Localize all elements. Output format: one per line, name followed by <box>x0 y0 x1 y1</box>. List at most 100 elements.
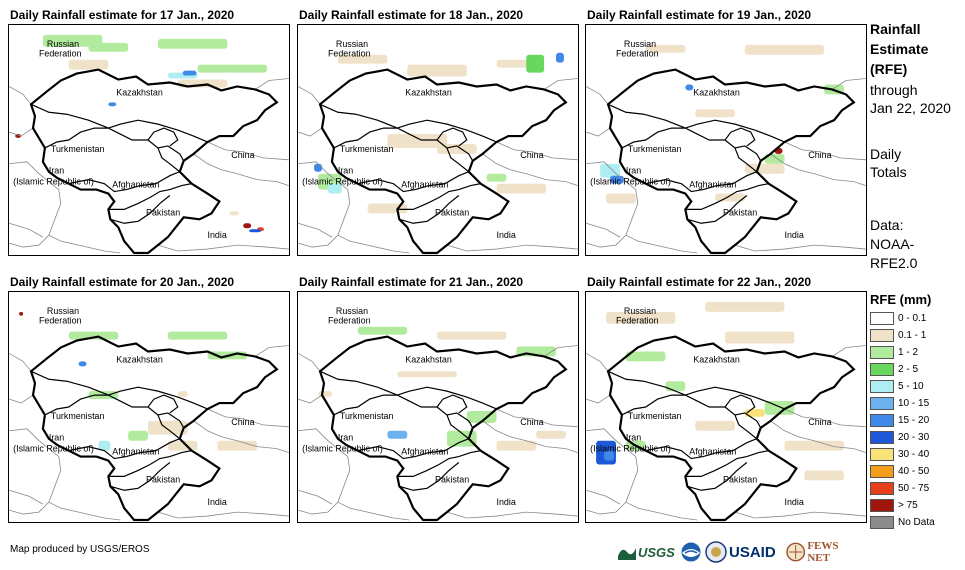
country-border <box>645 171 757 193</box>
rainfall-patch <box>98 440 111 451</box>
country-border <box>446 511 578 519</box>
legend-label: 0.1 - 1 <box>898 329 927 341</box>
country-border <box>108 386 208 410</box>
country-label-afghanistan: Afghanistan <box>401 180 448 190</box>
rainfall-map-jan17: Russian Federation Kazakhstan Turkmenistan I… <box>8 24 290 256</box>
country-border <box>397 450 481 477</box>
country-border <box>30 370 109 396</box>
country-border <box>621 394 762 429</box>
region-inner-borders <box>30 370 208 491</box>
country-label-iran_1: Iran <box>49 166 64 176</box>
country-label-china: China <box>231 150 254 160</box>
country-label-russia_1: Russian <box>624 306 656 316</box>
country-border <box>147 127 179 147</box>
country-border <box>446 244 578 252</box>
country-label-pakistan: Pakistan <box>723 474 757 484</box>
region-outline <box>318 335 568 522</box>
country-border <box>399 462 460 491</box>
data-source-line2: RFE2.0 <box>870 255 918 271</box>
country-border <box>108 183 192 210</box>
country-border <box>48 234 121 254</box>
country-border <box>784 141 866 161</box>
rainfall-patch <box>665 381 686 392</box>
region-outline <box>318 68 568 255</box>
background-borders <box>298 345 578 521</box>
country-label-kazakhstan: Kazakhstan <box>405 354 452 364</box>
legend-label: > 75 <box>898 499 918 511</box>
country-label-india: India <box>496 230 515 240</box>
country-label-russia_1: Russian <box>336 306 368 316</box>
country-border <box>9 127 34 137</box>
rainfall-patch <box>243 223 252 229</box>
rainfall-patch <box>695 420 735 431</box>
legend-label: 15 - 20 <box>898 414 930 426</box>
country-label-turkmenistan: Turkmenistan <box>628 411 682 421</box>
country-border <box>734 414 758 440</box>
country-border <box>586 161 639 248</box>
country-border <box>68 438 180 460</box>
rainfall-patch <box>157 38 228 49</box>
rainfall-patch <box>177 391 188 398</box>
region-inner-borders <box>607 103 785 224</box>
region-inner-borders <box>30 103 208 224</box>
legend-swatch <box>870 396 894 410</box>
rainfall-patch <box>108 102 117 107</box>
rainfall-layer <box>600 44 844 204</box>
country-border <box>586 489 621 505</box>
country-border <box>645 438 757 460</box>
country-label-iran_2: (Islamic Republic of) <box>302 444 383 454</box>
background-borders <box>9 78 289 254</box>
country-border <box>496 141 578 161</box>
country-label-russia_1: Russian <box>336 39 368 49</box>
country-border <box>586 353 609 372</box>
country-border <box>110 462 171 491</box>
rainfall-patch <box>68 331 119 340</box>
country-border <box>68 171 180 193</box>
country-label-india: India <box>207 497 226 507</box>
country-label-kazakhstan: Kazakhstan <box>693 87 740 97</box>
country-label-kazakhstan: Kazakhstan <box>116 354 163 364</box>
country-label-china: China <box>520 150 543 160</box>
usaid-logo: USAID <box>729 540 785 564</box>
country-border <box>298 394 323 404</box>
country-border <box>298 161 351 248</box>
rainfall-patch <box>600 163 620 178</box>
legend-item: No Data <box>870 514 935 530</box>
rainfall-patch <box>387 134 447 148</box>
country-label-pakistan: Pakistan <box>146 474 180 484</box>
country-border <box>831 345 866 357</box>
legend-swatch <box>870 328 894 342</box>
country-label-turkmenistan: Turkmenistan <box>51 144 105 154</box>
panel-title-jan22: Daily Rainfall estimate for 22 Jan., 202… <box>587 275 812 289</box>
usaid-logo-text: USAID <box>729 543 776 561</box>
country-label-russia_2: Federation <box>616 49 659 59</box>
country-label-russia_1: Russian <box>47 39 79 49</box>
country-border <box>586 394 611 404</box>
rainfall-patch <box>764 401 795 415</box>
rainfall-patch <box>606 311 676 324</box>
rfe-title-line3: (RFE) <box>870 61 908 77</box>
country-border <box>770 153 866 186</box>
country-border <box>9 489 44 505</box>
rainfall-map-jan20: Russian Federation Kazakhstan Turkmenistan I… <box>8 291 290 523</box>
rainfall-layer <box>19 311 258 451</box>
totals-label: Totals <box>870 164 907 180</box>
rainfall-patch <box>128 430 149 441</box>
country-border <box>543 345 578 357</box>
rainfall-patch <box>486 173 507 182</box>
rainfall-map-jan18: Russian Federation Kazakhstan Turkmenistan I… <box>297 24 579 256</box>
country-border <box>9 86 32 105</box>
country-border <box>687 462 748 491</box>
rainfall-patch <box>606 193 636 204</box>
country-border <box>298 222 333 238</box>
country-border <box>496 408 578 428</box>
legend-label: 50 - 75 <box>898 482 930 494</box>
rainfall-patch <box>148 420 188 435</box>
country-border <box>397 386 497 410</box>
country-border <box>685 183 769 210</box>
country-border <box>207 408 289 428</box>
